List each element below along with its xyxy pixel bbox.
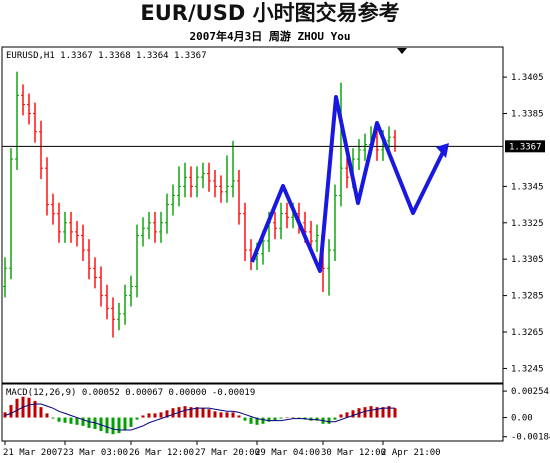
macd-bar — [45, 413, 49, 418]
last-price-label: 1.3367 — [509, 142, 542, 152]
macd-bar — [219, 412, 223, 418]
macd-bar — [297, 417, 301, 419]
macd-bar — [243, 417, 247, 421]
macd-panel-label: MACD(12,26,9) 0.00052 0.00067 0.00000 -0… — [6, 388, 255, 398]
macd-bar — [153, 413, 157, 418]
x-tick-label: 23 Mar 03:00 — [63, 448, 128, 458]
macd-bar — [207, 409, 211, 418]
macd-bar — [63, 417, 67, 423]
macd-bar — [387, 406, 391, 418]
y-tick-label: 1.3245 — [511, 364, 544, 374]
macd-bar — [195, 407, 199, 418]
page-subtitle: 2007年4月3日 周游 ZHOU You — [190, 29, 351, 43]
y-tick-label: 1.3285 — [511, 292, 544, 302]
macd-bar — [75, 417, 79, 425]
macd-panel — [1, 383, 504, 442]
macd-signal — [4, 403, 395, 431]
macd-bar — [159, 412, 163, 418]
macd-bar — [117, 417, 121, 434]
macd-bar — [33, 400, 37, 418]
y-tick-label: 1.3385 — [511, 110, 544, 120]
macd-bar — [351, 410, 355, 418]
macd-bar — [57, 417, 61, 422]
macd-bar — [15, 398, 19, 418]
x-tick-label: 21 Mar 2007 — [3, 448, 63, 458]
macd-bar — [261, 417, 265, 424]
x-tick-label: 29 Mar 04:00 — [255, 448, 320, 458]
y-tick-label: 1.3345 — [511, 182, 544, 192]
x-tick-label: 26 Mar 12:00 — [129, 448, 194, 458]
x-tick-label: 2 Apr 21:00 — [381, 448, 441, 458]
macd-bar — [81, 417, 85, 426]
macd-bar — [279, 417, 283, 419]
macd-bar — [225, 412, 229, 418]
macd-bar — [273, 417, 277, 421]
macd-bar — [249, 417, 253, 424]
macd-bar — [69, 417, 73, 424]
y-tick-label: 1.3265 — [511, 328, 544, 338]
macd-bar — [375, 407, 379, 418]
y-tick-label: 1.3325 — [511, 219, 544, 229]
macd-bar — [237, 415, 241, 418]
macd-bar — [315, 417, 319, 421]
macd-bar — [333, 417, 337, 420]
forecast-arrowhead — [436, 143, 449, 158]
macd-bar — [309, 417, 313, 421]
y-tick-label: 1.3305 — [511, 255, 544, 265]
macd-bar — [27, 397, 31, 418]
last-price-box — [505, 140, 545, 153]
price-panel-label: EURUSD,H1 1.3367 1.3368 1.3364 1.3367 — [6, 51, 206, 61]
macd-bar — [123, 417, 127, 431]
macd-bar — [201, 408, 205, 418]
forecast-zigzag — [250, 95, 446, 273]
y-tick-label: -0.00184 — [511, 433, 550, 443]
macd-bar — [189, 407, 193, 418]
macd-bar — [135, 417, 139, 420]
macd-bar — [291, 417, 295, 419]
macd-bar — [9, 405, 13, 418]
macd-bar — [87, 417, 91, 428]
macd-bar — [51, 417, 55, 419]
macd-bar — [327, 417, 331, 424]
plot-layer: 1.3245 1.3265 1.3285 1.3305 1.3325 1.3345 1.33… — [2, 71, 550, 458]
macd-bar — [255, 417, 259, 425]
y-tick-label: 1.3405 — [511, 73, 544, 83]
shift-marker — [397, 48, 407, 54]
macd-bar — [183, 406, 187, 418]
macd-bar — [105, 417, 109, 434]
macd-bar — [129, 417, 133, 427]
macd-bar — [363, 407, 367, 418]
macd-bar — [369, 406, 373, 418]
macd-bar — [171, 408, 175, 418]
y-tick-label: 0.00 — [511, 414, 533, 424]
x-tick-label: 30 Mar 12:00 — [321, 448, 386, 458]
macd-bar — [339, 414, 343, 418]
x-tick-label: 27 Mar 20:00 — [195, 448, 260, 458]
macd-bar — [231, 412, 235, 418]
macd-bar — [213, 411, 217, 418]
macd-bar — [39, 407, 43, 418]
page-title: EUR/USD 小时图交易参考 — [140, 1, 399, 25]
macd-bar — [267, 417, 271, 422]
macd-bar — [345, 412, 349, 418]
y-tick-label: 0.00254 — [511, 387, 549, 397]
macd-bar — [141, 415, 145, 418]
macd-bar — [147, 413, 151, 418]
macd-bar — [285, 417, 289, 419]
macd-bar — [393, 408, 397, 418]
price-panel — [1, 46, 504, 384]
macd-bar — [165, 410, 169, 418]
macd-bar — [381, 407, 385, 418]
macd-bar — [111, 417, 115, 435]
